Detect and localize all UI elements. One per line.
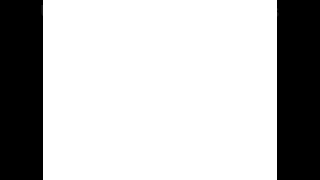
Text: value of: value of	[127, 100, 193, 115]
Text: of the trigonometric: of the trigonometric	[76, 37, 244, 52]
Text: Use even and odd properties: Use even and odd properties	[40, 5, 280, 20]
Text: $\mathit{cos}\left(-\dfrac{\pi}{3}\right)$: $\mathit{cos}\left(-\dfrac{\pi}{3}\right…	[100, 116, 220, 166]
Text: functions to find the exact: functions to find the exact	[50, 68, 270, 83]
